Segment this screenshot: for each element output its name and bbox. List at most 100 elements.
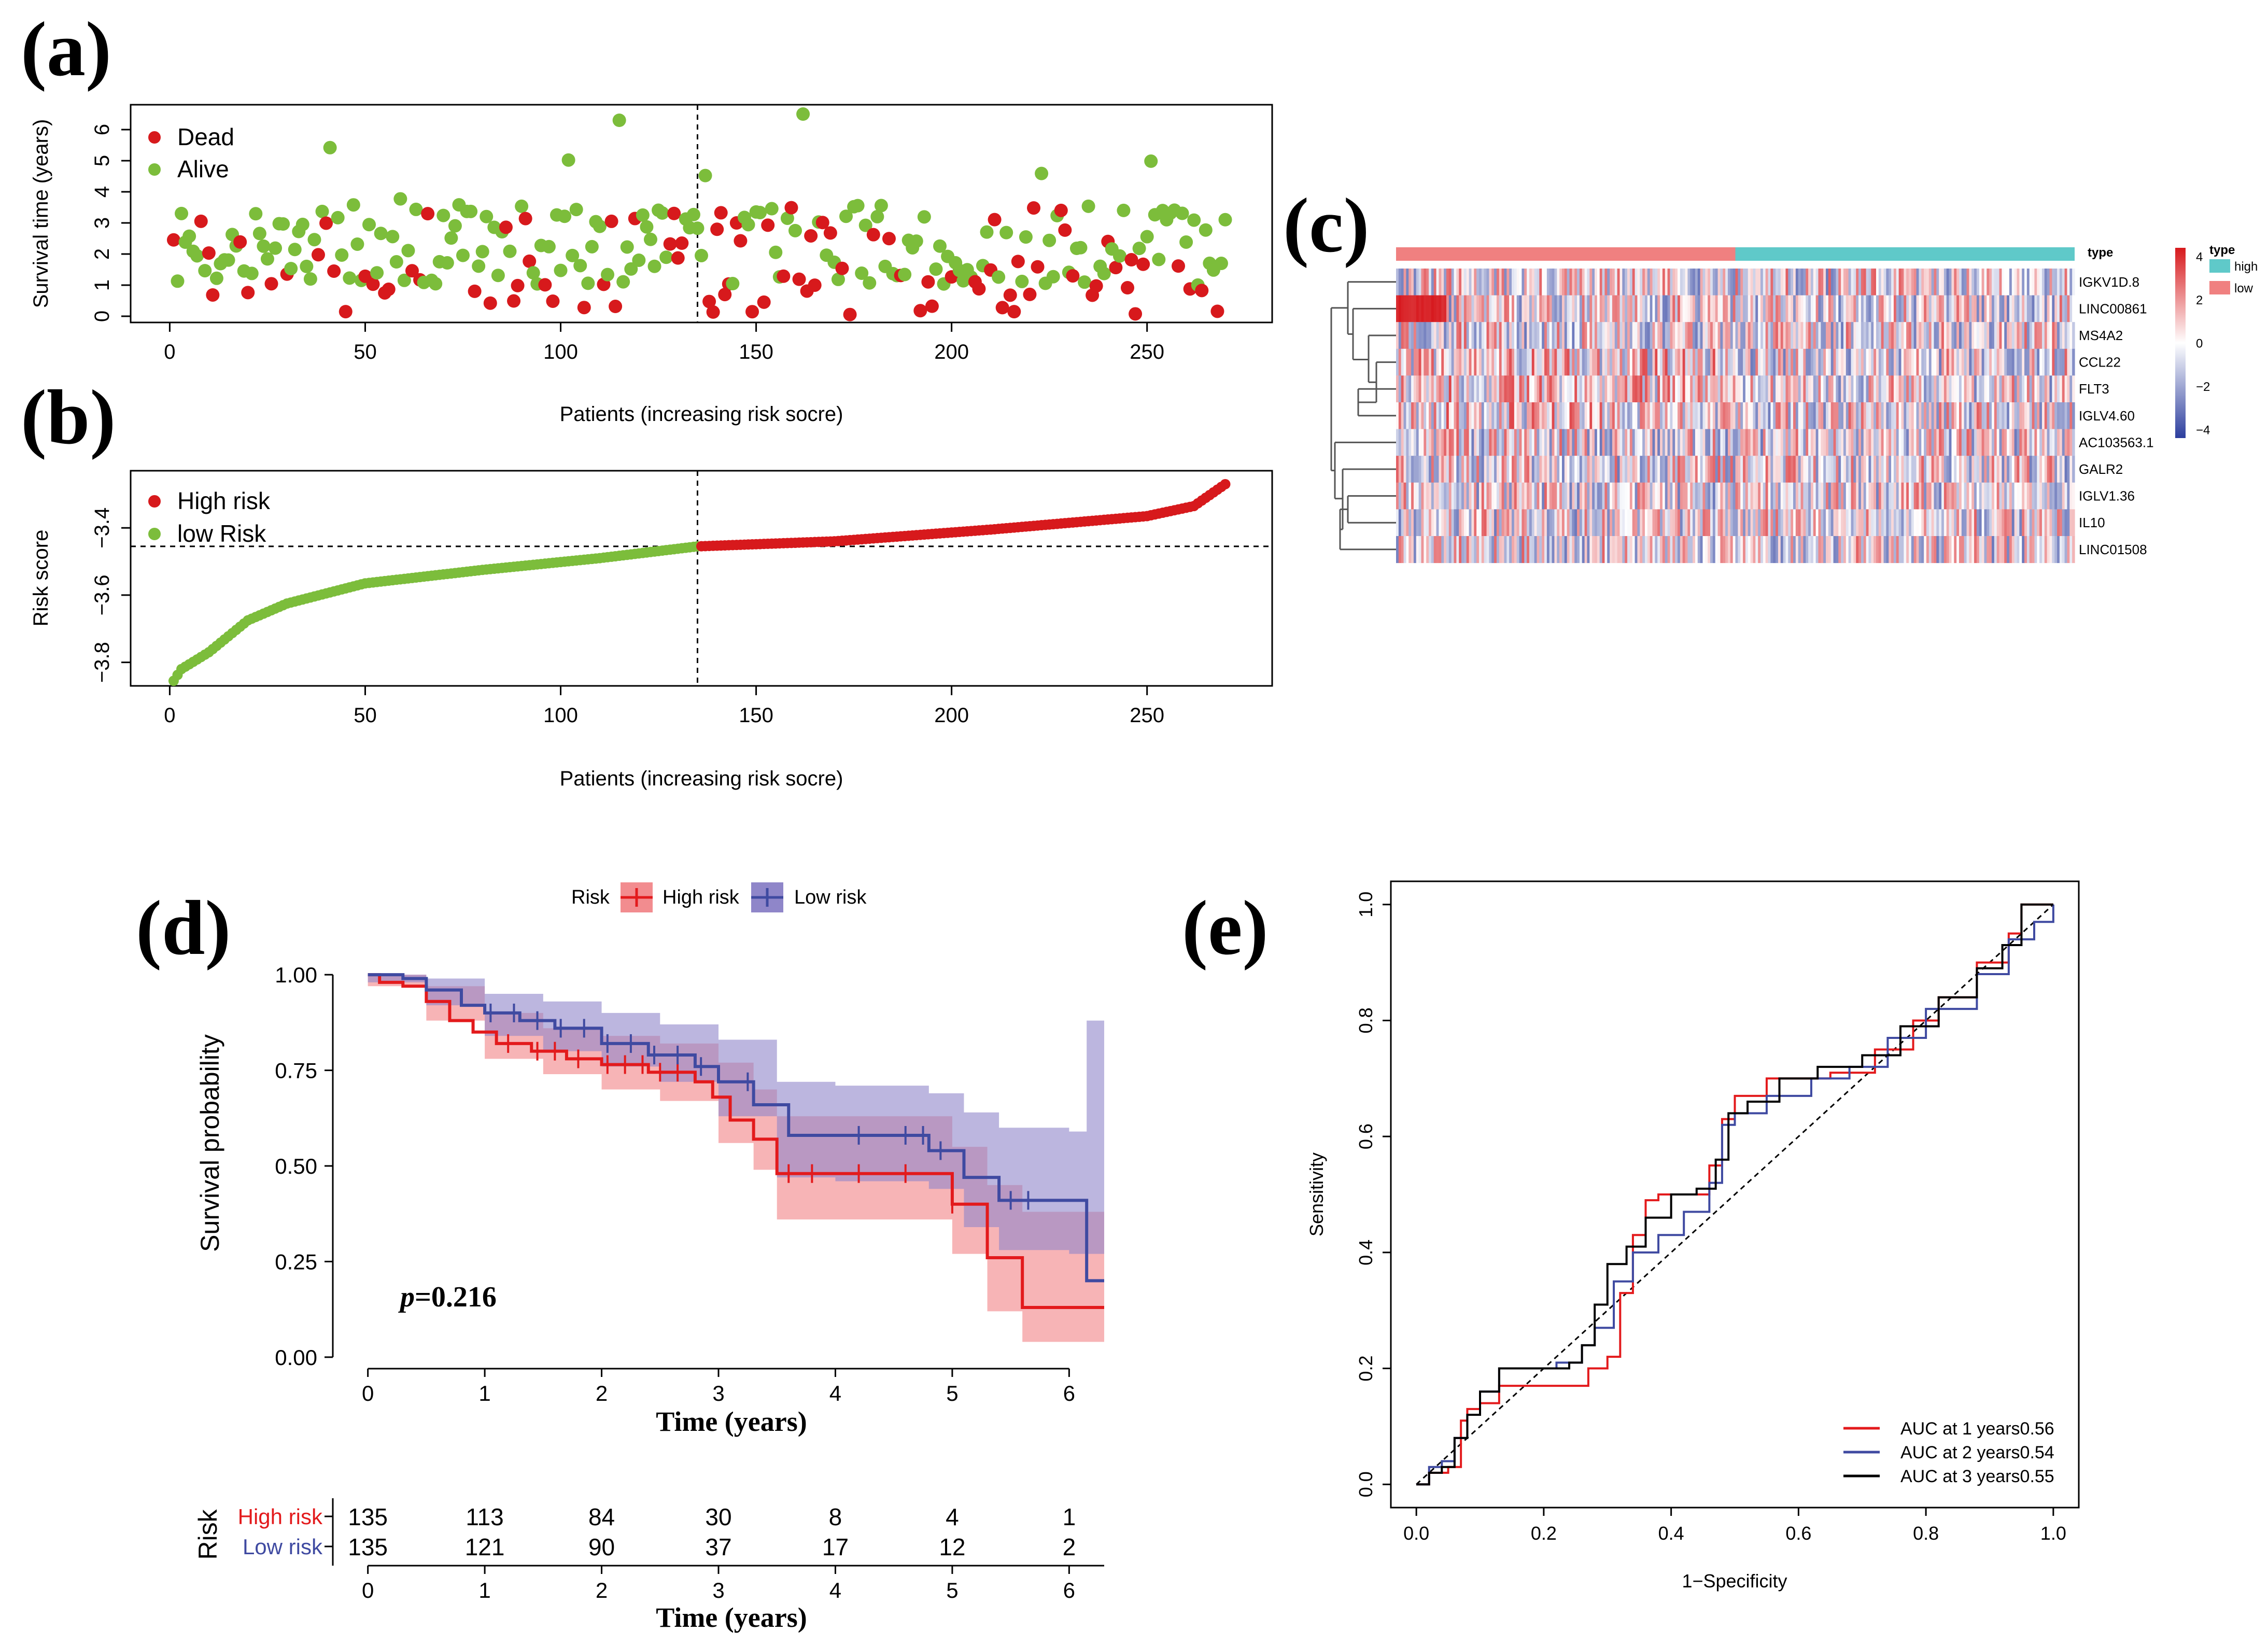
- point-dead: [468, 284, 482, 298]
- heatmap-cell: [1954, 322, 1957, 349]
- heatmap-cell: [1471, 429, 1474, 456]
- heatmap-cell: [1441, 482, 1444, 510]
- heatmap-cell: [1644, 456, 1648, 483]
- heatmap-cell: [1431, 536, 1434, 564]
- heatmap-cell: [1934, 295, 1937, 322]
- heatmap-cell: [1939, 509, 1942, 537]
- point-alive: [566, 248, 580, 262]
- heatmap-cell: [1806, 348, 1809, 376]
- heatmap-cell: [2002, 269, 2005, 296]
- heatmap-cell: [1843, 456, 1847, 483]
- heatmap-cell: [1617, 429, 1621, 456]
- heatmap-cell: [1956, 509, 1960, 537]
- heatmap-cell: [1730, 348, 1734, 376]
- heatmap-cell: [1883, 269, 1886, 296]
- heatmap-cell: [1931, 295, 1935, 322]
- heatmap-cell: [1954, 402, 1957, 430]
- point-dead: [194, 214, 208, 228]
- heatmap-cell: [1665, 295, 1668, 322]
- heatmap-cell: [2062, 429, 2065, 456]
- heatmap-cell: [1644, 429, 1648, 456]
- heatmap-cell: [1411, 402, 1414, 430]
- heatmap-cell: [2024, 375, 2027, 403]
- heatmap-cell: [1881, 429, 1884, 456]
- heatmap-cell: [1909, 322, 1912, 349]
- heatmap-cell: [1785, 295, 1788, 322]
- point-dead: [823, 226, 837, 240]
- heatmap-cell: [1396, 509, 1399, 537]
- heatmap-cell: [1916, 429, 1920, 456]
- heatmap-cell: [1682, 269, 1686, 296]
- point-alive: [1112, 249, 1126, 263]
- y-tick-label-a: 4: [91, 186, 114, 198]
- heatmap-cell: [1604, 269, 1608, 296]
- heatmap-cell: [1798, 456, 1801, 483]
- heatmap-cell: [1561, 375, 1565, 403]
- heatmap-cell: [1994, 402, 1997, 430]
- point-dead: [1172, 259, 1186, 273]
- heatmap-cell: [1647, 402, 1651, 430]
- roc-legend-label: AUC at 3 years0.55: [1900, 1467, 2054, 1486]
- heatmap-cell: [2041, 536, 2045, 564]
- point-dead: [319, 216, 333, 230]
- heatmap-cell: [1833, 536, 1837, 564]
- heatmap-cell: [1848, 536, 1852, 564]
- heatmap-cell: [1708, 295, 1711, 322]
- heatmap-cell: [1569, 375, 1572, 403]
- heatmap-cell: [2026, 536, 2030, 564]
- heatmap-cell: [1665, 322, 1668, 349]
- heatmap-cell: [1848, 429, 1852, 456]
- point-alive: [765, 202, 779, 216]
- heatmap-cell: [1846, 295, 1849, 322]
- heatmap-cell: [1537, 456, 1540, 483]
- heatmap-cell: [1743, 322, 1746, 349]
- heatmap-cell: [1913, 322, 1917, 349]
- heatmap-cell: [1861, 456, 1864, 483]
- heatmap-cell: [1471, 456, 1474, 483]
- heatmap-cell: [1403, 348, 1406, 376]
- heatmap-cell: [1695, 482, 1698, 510]
- heatmap-cell: [1599, 348, 1603, 376]
- heatmap-cell: [1582, 269, 1585, 296]
- heatmap-cell: [1647, 456, 1651, 483]
- heatmap-cell: [2011, 536, 2015, 564]
- heatmap-cell: [1896, 402, 1899, 430]
- heatmap-cell: [1584, 509, 1588, 537]
- heatmap-cell: [1878, 375, 1882, 403]
- heatmap-cell: [1617, 402, 1621, 430]
- heatmap-cell: [1672, 295, 1675, 322]
- heatmap-cell: [1720, 295, 1723, 322]
- heatmap-cell: [1466, 536, 1470, 564]
- heatmap-cell: [1971, 348, 1975, 376]
- heatmap-cell: [1818, 295, 1821, 322]
- heatmap-cell: [1398, 509, 1402, 537]
- heatmap-cell: [1758, 429, 1761, 456]
- heatmap-cell: [1569, 429, 1572, 456]
- heatmap-cell: [1745, 295, 1749, 322]
- heatmap-cell: [1791, 536, 1794, 564]
- heatmap-cell: [1637, 509, 1640, 537]
- heatmap-cell: [1426, 348, 1429, 376]
- heatmap-cell: [1760, 322, 1764, 349]
- heatmap-cell: [1652, 375, 1655, 403]
- heatmap-cell: [1403, 269, 1406, 296]
- heatmap-cell: [1478, 375, 1482, 403]
- point-alive: [307, 233, 321, 247]
- heatmap-cell: [1597, 295, 1600, 322]
- heatmap-cell: [1904, 402, 1907, 430]
- heatmap-cell: [1660, 402, 1663, 430]
- heatmap-cell: [1637, 375, 1640, 403]
- heatmap-cell: [1745, 402, 1749, 430]
- heatmap-cell: [1830, 536, 1834, 564]
- heatmap-cell: [1607, 429, 1610, 456]
- heatmap-cell: [1793, 509, 1796, 537]
- heatmap-cell: [1750, 509, 1754, 537]
- heatmap-cell: [1886, 509, 1889, 537]
- heatmap-cell: [1705, 375, 1708, 403]
- heatmap-cell: [1891, 295, 1894, 322]
- heatmap-cell: [1662, 456, 1666, 483]
- heatmap-cell: [1587, 536, 1590, 564]
- heatmap-cell: [1924, 269, 1927, 296]
- heatmap-cell: [1622, 295, 1625, 322]
- heatmap-cell: [1846, 536, 1849, 564]
